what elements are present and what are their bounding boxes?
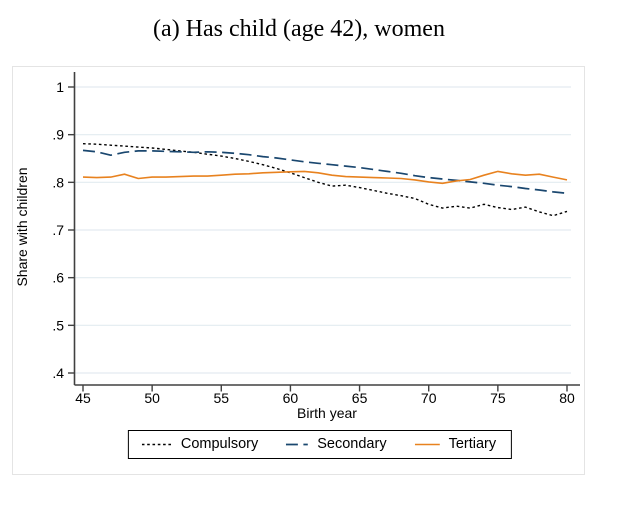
svg-text:.8: .8: [52, 174, 64, 190]
legend-item-secondary: Secondary: [286, 436, 387, 452]
legend: Compulsory Secondary Tertiary: [127, 430, 513, 459]
svg-text:.6: .6: [52, 270, 64, 286]
y-tick-labels: .4 .5 .6 .7 .8 .9 1: [52, 79, 64, 381]
tick-marks: [68, 86, 568, 392]
axes: [73, 72, 580, 386]
secondary-line-sample-icon: [286, 443, 309, 445]
chart-title: (a) Has child (age 42), women: [153, 16, 445, 42]
svg-text:50: 50: [144, 390, 160, 406]
tertiary-line-sample-icon: [414, 443, 440, 445]
svg-text:65: 65: [352, 390, 368, 406]
x-tick-labels: 45 50 55 60 65 70 75 80: [75, 390, 575, 406]
svg-text:.5: .5: [52, 317, 64, 333]
svg-text:70: 70: [421, 390, 437, 406]
svg-text:.4: .4: [52, 365, 64, 381]
svg-text:.9: .9: [52, 127, 64, 143]
y-axis-label: Share with children: [14, 167, 30, 286]
legend-label-secondary: Secondary: [317, 436, 387, 452]
svg-text:75: 75: [490, 390, 506, 406]
gridlines: [75, 86, 571, 374]
legend-item-tertiary: Tertiary: [414, 436, 497, 452]
svg-text:60: 60: [283, 390, 299, 406]
svg-text:55: 55: [213, 390, 229, 406]
compulsory-line-sample-icon: [141, 443, 172, 445]
legend-label-tertiary: Tertiary: [448, 436, 497, 452]
svg-text:1: 1: [56, 79, 64, 95]
svg-text:.7: .7: [52, 222, 64, 238]
svg-text:45: 45: [75, 390, 91, 406]
series-lines: [82, 143, 568, 217]
x-axis-label: Birth year: [297, 405, 357, 421]
legend-item-compulsory: Compulsory: [141, 436, 259, 452]
legend-label-compulsory: Compulsory: [180, 436, 259, 452]
svg-text:80: 80: [559, 390, 575, 406]
